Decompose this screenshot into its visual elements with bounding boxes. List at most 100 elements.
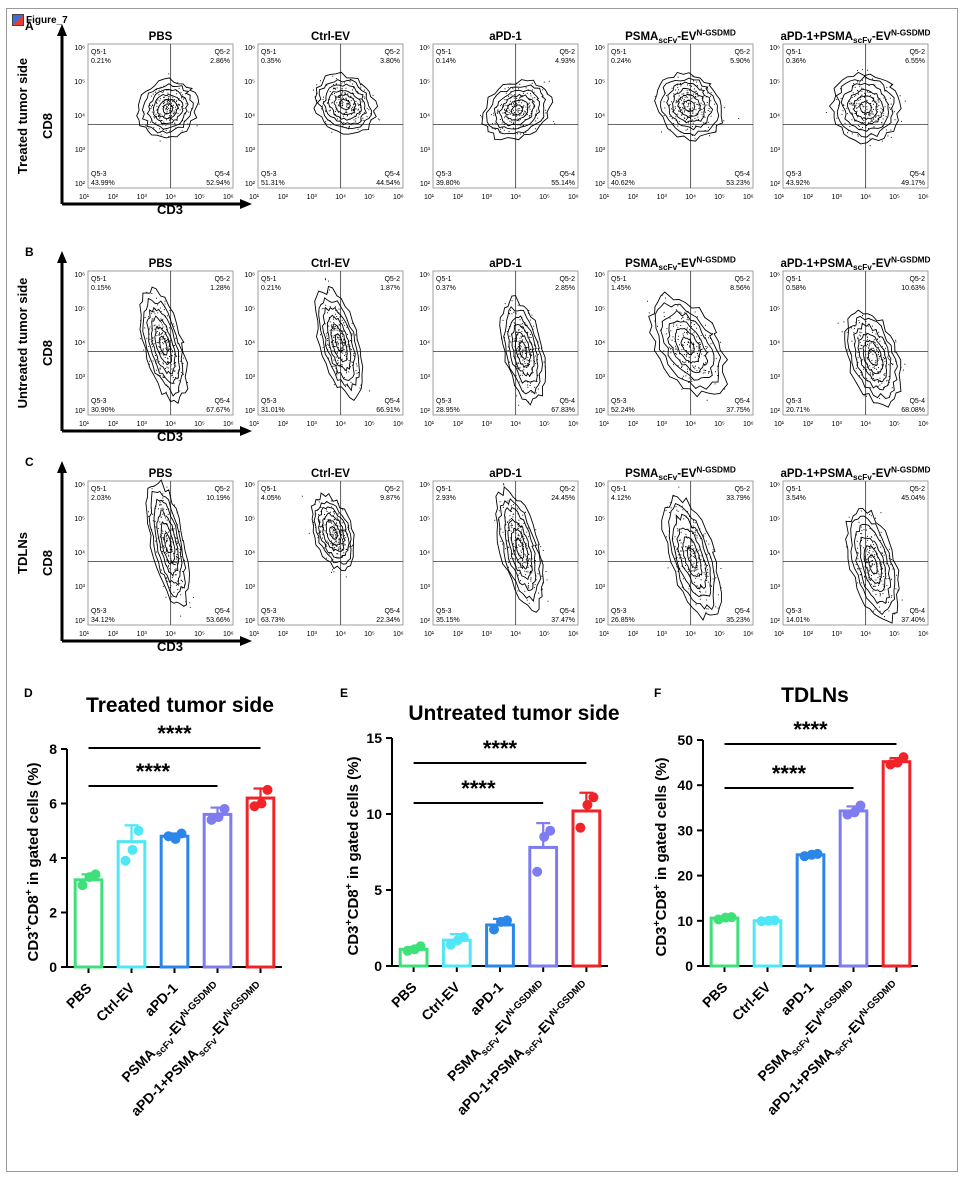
flow-x-tick: 10⁵	[539, 421, 550, 428]
flow-x-tick: 10⁵	[194, 631, 205, 638]
flow-y-tick: 10⁴	[769, 550, 780, 557]
quadrant-value: 2.86%	[210, 58, 230, 65]
flow-x-tick: 10⁴	[335, 194, 346, 201]
flow-y-tick: 10⁴	[769, 340, 780, 347]
flow-panel: aPD-1 10¹ 10² 10³ 10⁴ 10⁵ 10⁶ 10² 10³ 10⁴ 10⁵ 10⁶ Q5…	[419, 258, 579, 428]
flow-contour	[835, 75, 895, 138]
flow-y-tick: 10³	[595, 374, 606, 381]
flow-x-tick: 10¹	[424, 631, 435, 638]
flow-contour	[661, 494, 722, 622]
flow-contour	[511, 324, 535, 377]
flow-y-tick: 10³	[770, 374, 781, 381]
flow-y-tick: 10⁴	[244, 340, 255, 347]
bar-chart: Treated tumor side CD3+CD8+ in gated cell…	[23, 694, 282, 1119]
flow-y-tick: 10⁵	[594, 306, 605, 313]
data-point	[539, 831, 550, 842]
quadrant-name: Q5-3	[91, 398, 107, 405]
quadrant-value: 4.93%	[555, 58, 575, 65]
y-tick-label: 15	[366, 730, 382, 746]
quadrant-name: Q5-2	[384, 276, 400, 283]
figure-label-text: Figure_7	[26, 14, 68, 26]
flow-contour	[867, 554, 878, 576]
flow-panel: Ctrl-EV 10¹ 10² 10³ 10⁴ 10⁵ 10⁶ 10² 10³ 10⁴ 10⁵ 10⁶…	[244, 468, 404, 638]
quadrant-name: Q5-3	[436, 608, 452, 615]
quadrant-name: Q5-2	[734, 486, 750, 493]
quadrant-value: 4.12%	[611, 495, 631, 502]
flow-plot-frame	[607, 43, 754, 189]
significance-label: ****	[772, 761, 807, 786]
quadrant-value: 35.23%	[726, 617, 750, 624]
flow-y-tick: 10⁵	[244, 516, 255, 523]
flow-contour	[156, 509, 179, 578]
quadrant-value: 39.80%	[436, 180, 460, 187]
bar	[881, 760, 912, 968]
y-tick-label: 0	[374, 958, 382, 974]
flow-x-tick: 10¹	[249, 631, 260, 638]
flow-y-tick: 10²	[770, 408, 781, 415]
flow-contour	[321, 512, 346, 552]
flow-contour	[162, 103, 174, 115]
flow-contour	[845, 507, 900, 624]
flow-plot-frame	[87, 270, 234, 416]
bar	[245, 796, 276, 969]
flow-y-tick: 10⁶	[74, 45, 85, 52]
flow-panel: aPD-1+PSMAscFv-EVN-GSDMD 10¹ 10² 10³ 10⁴ 10⁵ 1…	[769, 466, 930, 638]
quadrant-name: Q5-1	[611, 49, 627, 56]
flow-y-tick: 10⁶	[419, 272, 430, 279]
y-axis-label: CD8	[40, 340, 55, 366]
flow-plot-frame	[607, 270, 754, 416]
flow-y-tick: 10³	[245, 584, 256, 591]
category-label: PBS	[63, 980, 95, 1012]
flow-x-tick: 10²	[803, 421, 814, 428]
quadrant-name: Q5-4	[909, 398, 925, 405]
flow-y-tick: 10²	[420, 618, 431, 625]
y-tick-label: 0	[685, 958, 693, 974]
flow-y-tick: 10⁴	[419, 340, 430, 347]
flow-y-tick: 10⁶	[594, 482, 605, 489]
flow-x-tick: 10⁴	[860, 421, 871, 428]
flow-contour	[680, 336, 695, 356]
flow-y-tick: 10⁶	[244, 45, 255, 52]
flow-contour	[686, 545, 698, 569]
flow-panel: PSMAscFv-EVN-GSDMD 10¹ 10² 10³ 10⁴ 10⁵ 10⁶ 10² 1…	[594, 256, 754, 428]
quadrant-value: 10.63%	[901, 285, 925, 292]
quadrant-name: Q5-1	[261, 49, 277, 56]
flow-y-tick: 10³	[245, 374, 256, 381]
flow-x-tick: 10⁶	[918, 421, 929, 428]
flow-y-tick: 10²	[595, 181, 606, 188]
data-point	[532, 866, 543, 877]
y-tick-label: 40	[677, 777, 693, 793]
flow-contour	[325, 519, 342, 547]
quadrant-name: Q5-3	[91, 171, 107, 178]
flow-contour	[322, 83, 368, 126]
flow-contour	[498, 93, 536, 127]
flow-x-tick: 10⁶	[223, 421, 234, 428]
flow-x-tick: 10⁵	[889, 631, 900, 638]
flow-y-tick: 10⁴	[594, 340, 605, 347]
quadrant-name: Q5-2	[384, 486, 400, 493]
flow-x-tick: 10⁶	[568, 421, 579, 428]
flow-x-tick: 10¹	[79, 421, 90, 428]
quadrant-value: 4.05%	[261, 495, 281, 502]
flow-panel-title: PBS	[149, 31, 173, 43]
quadrant-value: 0.58%	[786, 285, 806, 292]
flow-x-tick: 10¹	[249, 421, 260, 428]
row-label: Untreated tumor side	[15, 278, 30, 409]
flow-contour	[654, 71, 724, 142]
flow-x-tick: 10⁵	[364, 421, 375, 428]
quadrant-name: Q5-4	[734, 398, 750, 405]
flow-x-tick: 10⁴	[860, 631, 871, 638]
quadrant-value: 37.40%	[901, 617, 925, 624]
category-label: aPD-1	[777, 979, 817, 1019]
flow-x-tick: 10³	[307, 194, 318, 201]
flow-contour	[828, 71, 902, 145]
panel-label-D: D	[24, 686, 33, 700]
flow-x-tick: 10⁴	[510, 421, 521, 428]
flow-x-tick: 10⁴	[165, 194, 176, 201]
flow-y-tick: 10⁶	[74, 272, 85, 279]
quadrant-value: 6.55%	[905, 58, 925, 65]
flow-contour	[139, 286, 189, 405]
quadrant-name: Q5-1	[91, 486, 107, 493]
flow-x-tick: 10³	[657, 421, 668, 428]
